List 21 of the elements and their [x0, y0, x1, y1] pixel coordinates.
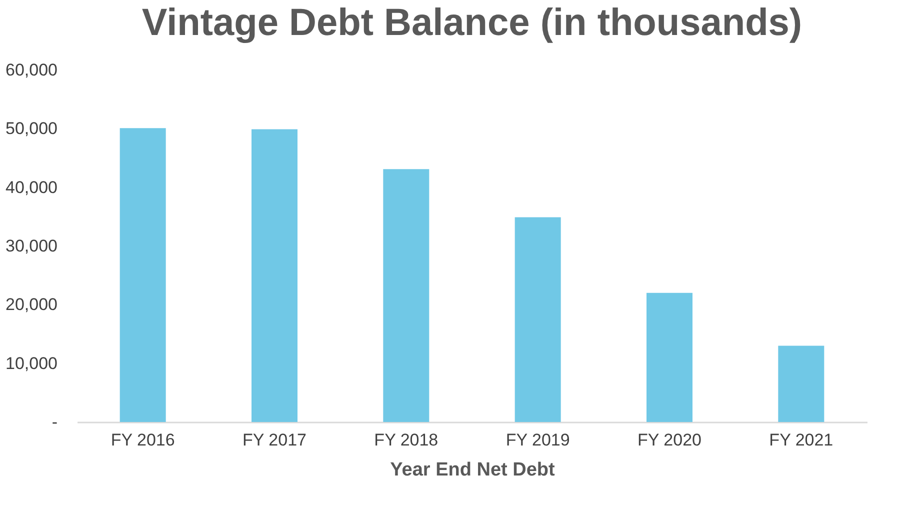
y-tick-label: 20,000	[6, 295, 58, 314]
y-tick-label: 50,000	[6, 119, 58, 138]
bar	[120, 128, 166, 422]
chart-title: Vintage Debt Balance (in thousands)	[142, 2, 802, 44]
x-tick-label: FY 2020	[638, 430, 702, 450]
bar	[778, 346, 824, 422]
x-axis-title: Year End Net Debt	[390, 460, 556, 480]
bar	[252, 129, 298, 422]
y-tick-label: 40,000	[6, 178, 58, 197]
x-tick-label: FY 2019	[506, 430, 570, 450]
x-tick-label: FY 2016	[110, 430, 175, 450]
x-tick-label: FY 2021	[769, 430, 834, 450]
x-tick-label: FY 2018	[374, 430, 438, 450]
y-tick-label: 60,000	[6, 60, 58, 80]
x-tick-label: FY 2017	[242, 430, 306, 450]
bar	[383, 169, 430, 422]
bar	[646, 292, 692, 422]
y-tick-label: 10,000	[6, 354, 58, 373]
bar	[514, 217, 561, 422]
y-tick-label: 30,000	[6, 236, 58, 256]
y-tick-label: -	[52, 412, 58, 432]
